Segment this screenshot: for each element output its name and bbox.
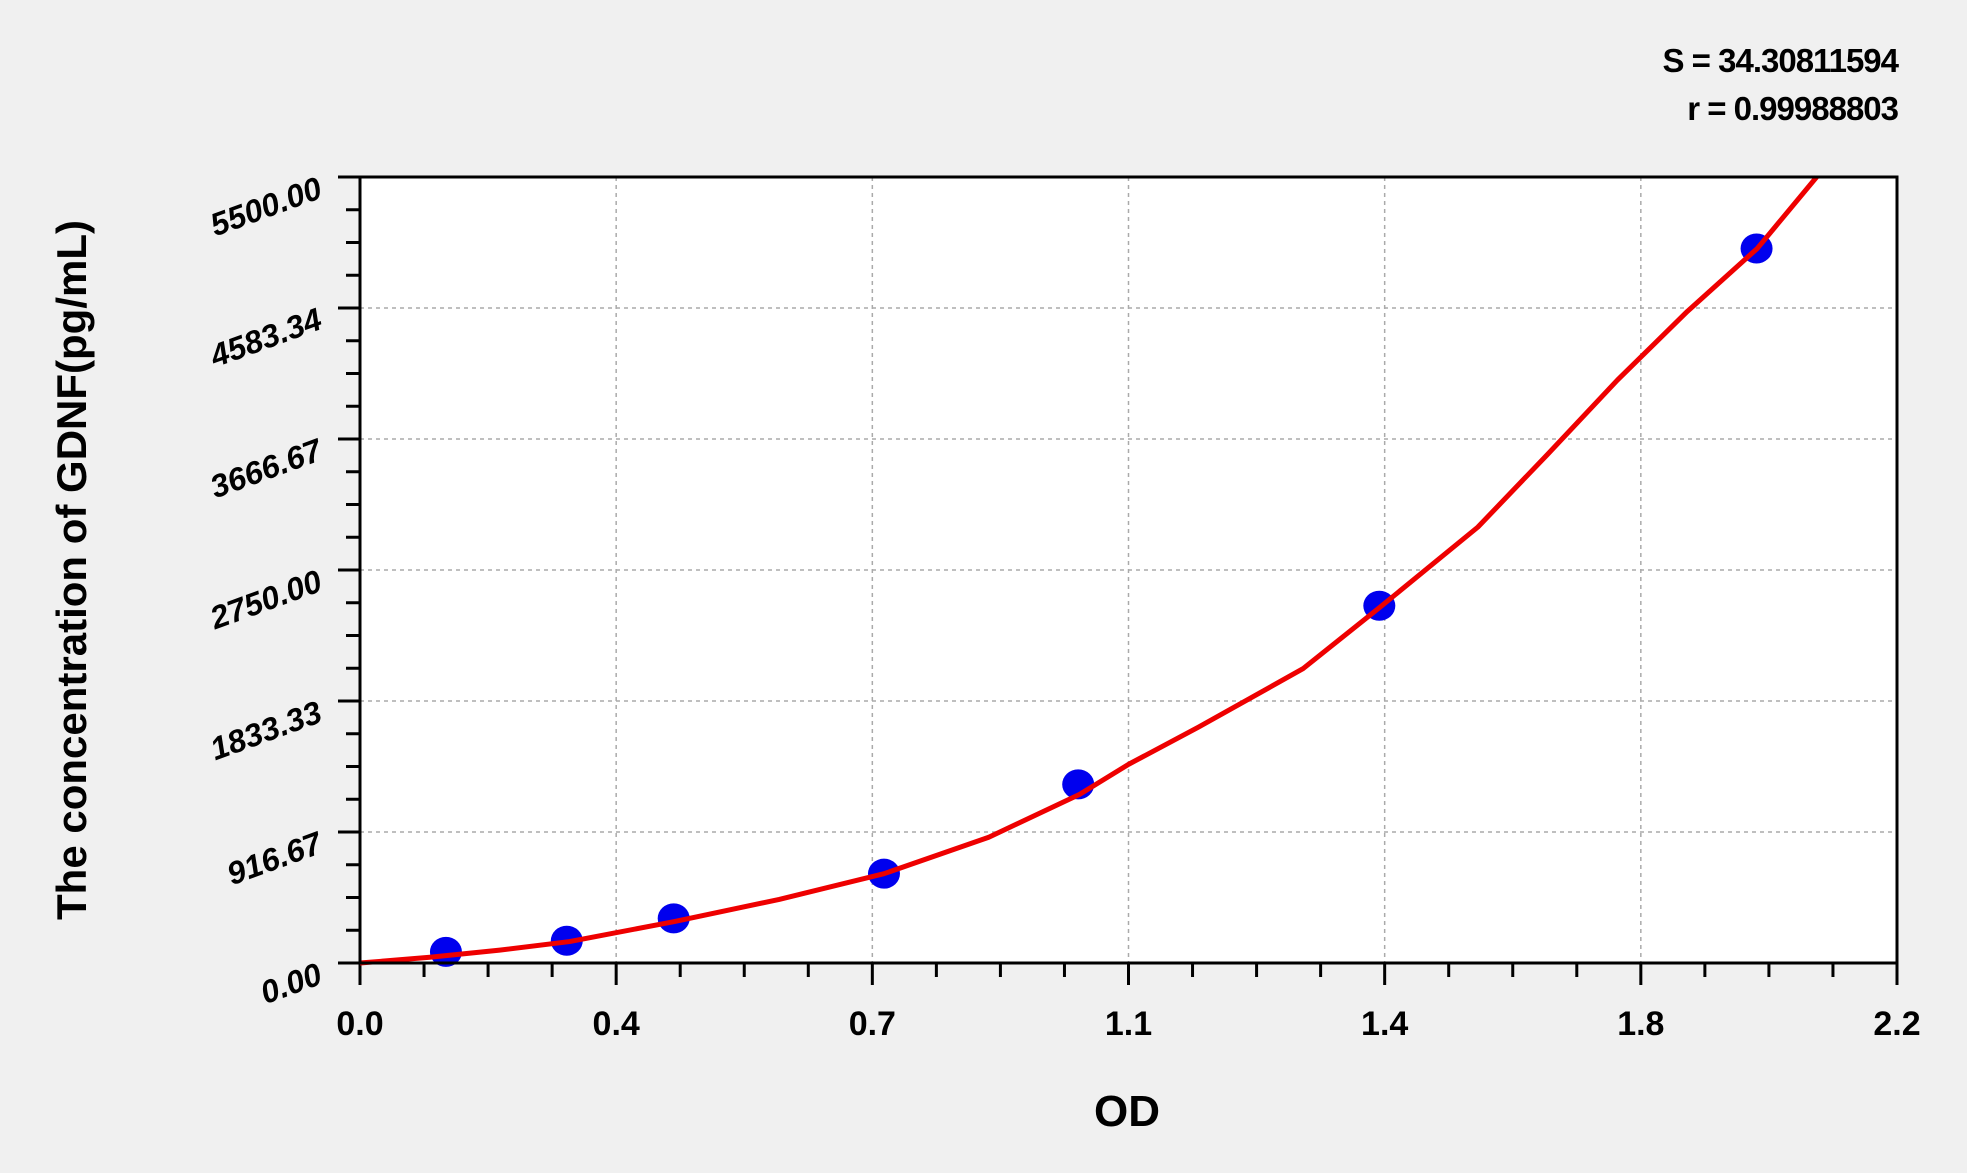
plot-border (358, 175, 1899, 965)
s-statistic: S = 34.30811594 (1662, 42, 1899, 79)
y-tick-label: 916.67 (222, 824, 328, 892)
x-tick-label: 0.4 (593, 1005, 640, 1043)
data-point (429, 936, 462, 967)
y-tick-label: 2750.00 (204, 563, 326, 637)
x-tick-label: 1.4 (1361, 1005, 1408, 1043)
x-tick-label: 1.8 (1617, 1005, 1664, 1043)
y-tick-label: 4583.34 (204, 301, 326, 375)
y-tick-label: 0.00 (256, 956, 327, 1011)
x-tick-label: 2.2 (1873, 1005, 1920, 1043)
r-statistic: r = 0.99988803 (1687, 90, 1899, 127)
y-tick-label: 3666.67 (205, 431, 328, 505)
fit-curve (359, 175, 1819, 966)
x-tick-label: 0.0 (336, 1005, 383, 1043)
x-axis-title: OD (1094, 1087, 1160, 1136)
x-tick-label: 1.1 (1105, 1005, 1152, 1043)
y-axis-title: The concentration of GDNF(pg/mL) (48, 220, 95, 920)
x-tick-label: 0.7 (849, 1005, 896, 1043)
y-tick-label: 1833.33 (205, 694, 326, 767)
data-point (657, 903, 690, 934)
y-tick-label: 5500.00 (205, 170, 326, 243)
